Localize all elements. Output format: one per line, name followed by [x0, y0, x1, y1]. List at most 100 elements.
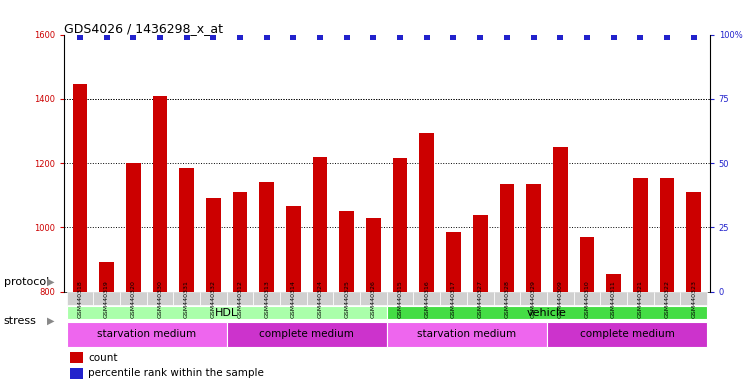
Point	[74, 34, 86, 40]
Text: GSM440320: GSM440320	[131, 280, 136, 318]
Bar	[580, 237, 594, 384]
Bar	[333, 292, 360, 305]
Bar	[499, 184, 514, 384]
Text: GSM440313: GSM440313	[264, 280, 269, 318]
Text: GSM440321: GSM440321	[638, 280, 643, 318]
Point	[661, 34, 673, 40]
Bar	[473, 215, 487, 384]
Text: GSM440317: GSM440317	[451, 280, 456, 318]
Bar	[93, 292, 120, 305]
Bar	[286, 207, 300, 384]
Point	[501, 34, 513, 40]
Bar	[547, 292, 574, 305]
Point	[581, 34, 593, 40]
Bar	[67, 322, 227, 347]
Bar	[73, 84, 87, 384]
Point	[394, 34, 406, 40]
Point	[448, 34, 460, 40]
Text: GSM440312: GSM440312	[237, 280, 243, 318]
Point	[688, 34, 700, 40]
Text: GSM440311: GSM440311	[611, 280, 616, 318]
Point	[154, 34, 166, 40]
Text: GSM440318: GSM440318	[77, 280, 83, 318]
Point	[367, 34, 379, 40]
Bar	[387, 322, 547, 347]
Bar	[227, 322, 387, 347]
Text: GSM440315: GSM440315	[397, 280, 403, 318]
Point	[127, 34, 139, 40]
Bar	[467, 292, 493, 305]
Bar	[67, 292, 93, 305]
Bar	[360, 292, 387, 305]
Text: GSM440309: GSM440309	[558, 280, 562, 318]
Bar	[152, 96, 167, 384]
Bar	[446, 232, 461, 384]
Text: complete medium: complete medium	[259, 329, 354, 339]
Bar	[173, 292, 200, 305]
Point	[341, 34, 353, 40]
Text: GDS4026 / 1436298_x_at: GDS4026 / 1436298_x_at	[64, 22, 223, 35]
Text: GSM440325: GSM440325	[344, 280, 349, 318]
Bar	[420, 132, 434, 384]
Point	[608, 34, 620, 40]
Text: percentile rank within the sample: percentile rank within the sample	[89, 368, 264, 378]
Point	[421, 34, 433, 40]
Text: GSM440314: GSM440314	[291, 280, 296, 318]
Point	[288, 34, 300, 40]
Text: starvation medium: starvation medium	[97, 329, 196, 339]
Point	[234, 34, 246, 40]
Text: GSM440316: GSM440316	[424, 280, 430, 318]
Text: stress: stress	[4, 316, 37, 326]
Text: GSM440328: GSM440328	[505, 280, 509, 318]
Text: GSM440330: GSM440330	[158, 280, 162, 318]
Text: protocol: protocol	[4, 277, 49, 287]
Text: GSM440332: GSM440332	[211, 280, 216, 318]
Bar	[99, 262, 114, 384]
Point	[261, 34, 273, 40]
Bar	[680, 292, 707, 305]
Bar	[253, 292, 280, 305]
Point	[207, 34, 219, 40]
Point	[101, 34, 113, 40]
Bar	[520, 292, 547, 305]
Text: ▶: ▶	[47, 277, 54, 287]
Text: GSM440324: GSM440324	[318, 280, 322, 318]
Bar	[553, 147, 568, 384]
Bar	[312, 157, 327, 384]
Bar	[547, 322, 707, 347]
Text: ▶: ▶	[47, 316, 54, 326]
Text: GSM440327: GSM440327	[478, 280, 483, 318]
Bar	[120, 292, 146, 305]
Bar	[71, 367, 83, 379]
Text: GSM440319: GSM440319	[104, 280, 109, 318]
Bar	[67, 306, 387, 319]
Text: GSM440326: GSM440326	[371, 280, 376, 318]
Bar	[71, 352, 83, 363]
Point	[180, 34, 192, 40]
Bar	[146, 292, 173, 305]
Bar	[280, 292, 306, 305]
Text: GSM440331: GSM440331	[184, 280, 189, 318]
Bar	[574, 292, 600, 305]
Bar	[387, 292, 414, 305]
Text: starvation medium: starvation medium	[418, 329, 517, 339]
Text: HDL: HDL	[215, 308, 238, 318]
Bar	[526, 184, 541, 384]
Bar	[200, 292, 227, 305]
Bar	[206, 199, 221, 384]
Bar	[606, 274, 621, 384]
Text: GSM440310: GSM440310	[584, 280, 590, 318]
Bar	[414, 292, 440, 305]
Bar	[653, 292, 680, 305]
Bar	[686, 192, 701, 384]
Point	[474, 34, 486, 40]
Bar	[366, 218, 381, 384]
Bar	[179, 168, 194, 384]
Text: GSM440323: GSM440323	[691, 280, 696, 318]
Text: vehicle: vehicle	[527, 308, 567, 318]
Bar	[600, 292, 627, 305]
Bar	[633, 177, 647, 384]
Point	[635, 34, 647, 40]
Point	[527, 34, 539, 40]
Point	[554, 34, 566, 40]
